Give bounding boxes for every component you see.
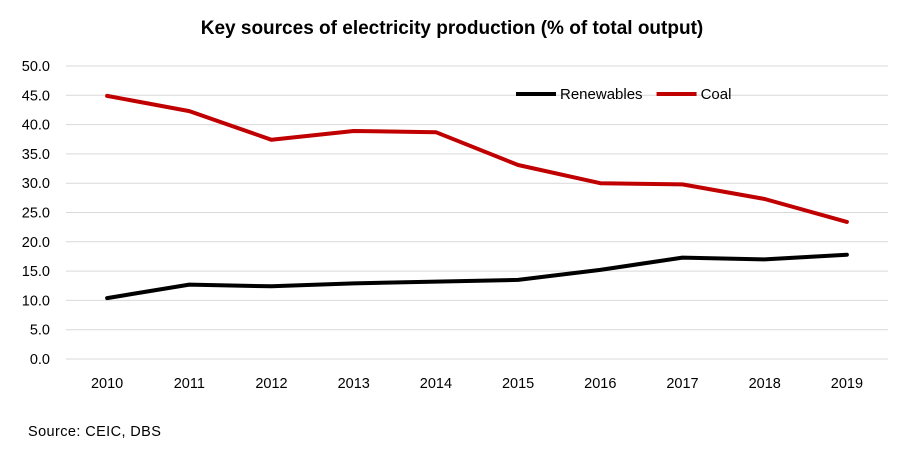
y-tick-label: 45.0 <box>22 88 50 104</box>
x-tick-label: 2015 <box>502 376 534 392</box>
x-tick-label: 2019 <box>831 376 863 392</box>
y-tick-label: 30.0 <box>22 176 50 192</box>
series-lines <box>105 93 849 301</box>
y-tick-label: 10.0 <box>22 293 50 309</box>
y-tick-label: 50.0 <box>22 59 50 75</box>
x-tick-label: 2013 <box>338 376 370 392</box>
x-tick-label: 2012 <box>255 376 287 392</box>
x-tick-label: 2014 <box>420 376 452 392</box>
x-tick-label: 2010 <box>91 376 123 392</box>
gridlines <box>66 65 888 360</box>
y-tick-label: 35.0 <box>22 147 50 163</box>
y-axis-ticks: 0.0 5.0 10.0 15.0 20.0 25.0 30.0 35.0 40.0 45.0 50… <box>22 59 50 368</box>
legend: Renewables Coal <box>516 86 731 103</box>
x-tick-label: 2011 <box>174 376 205 392</box>
source-note: Source: CEIC, DBS <box>28 424 162 440</box>
legend-label: Coal <box>701 86 732 103</box>
series-line-renewables <box>105 252 849 301</box>
x-axis-ticks: 2010 2011 2012 2013 2014 2015 2016 2017 2018 2019 <box>91 376 863 392</box>
y-tick-label: 0.0 <box>30 352 50 368</box>
y-tick-label: 15.0 <box>22 264 50 280</box>
x-tick-label: 2017 <box>666 376 698 392</box>
y-tick-label: 20.0 <box>22 235 50 251</box>
series-line-coal <box>105 93 849 224</box>
x-tick-label: 2018 <box>749 376 781 392</box>
legend-label: Renewables <box>560 86 643 103</box>
chart-title: Key sources of electricity production (%… <box>200 18 704 39</box>
x-tick-label: 2016 <box>584 376 616 392</box>
y-tick-label: 40.0 <box>22 118 50 134</box>
y-tick-label: 5.0 <box>30 323 50 339</box>
y-tick-label: 25.0 <box>22 206 50 222</box>
